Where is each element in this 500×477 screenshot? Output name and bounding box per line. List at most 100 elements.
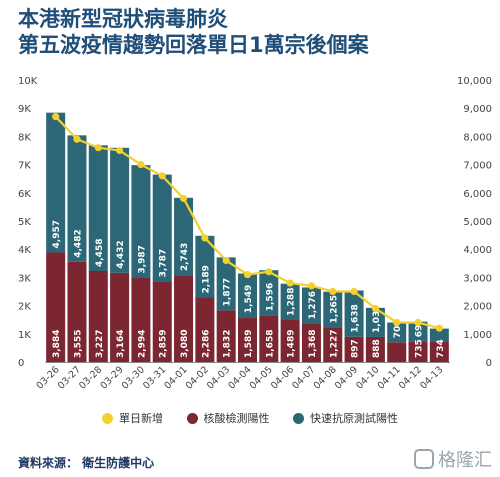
point-daily <box>116 146 124 155</box>
y-right-tick-label: 8,000 <box>463 132 492 143</box>
y-right-tick-label: 0 <box>486 358 492 369</box>
y-right-tick-label: 2,000 <box>463 302 492 313</box>
data-label-pcr: 3,080 <box>180 330 190 358</box>
y-right-tick-label: 10,000 <box>457 76 492 87</box>
y-right-tick-label: 3,000 <box>463 273 492 284</box>
title-line-1: 本港新型冠狀病毒肺炎 <box>18 7 228 31</box>
bar-rat <box>110 147 130 273</box>
data-label-pcr: 897 <box>351 339 361 358</box>
bar-pcr <box>238 317 257 362</box>
legend-swatch-rat <box>293 413 304 424</box>
watermark-text: 格隆汇 <box>438 450 492 471</box>
bar-rat <box>365 307 385 337</box>
x-tick-label: 04-07 <box>290 364 317 391</box>
legend-label-daily: 單日新增 <box>119 412 163 425</box>
bar-pcr <box>195 297 215 362</box>
data-label-pcr: 1,227 <box>329 330 339 358</box>
data-label-pcr: 3,227 <box>95 330 105 358</box>
x-tick-label: 03-26 <box>34 364 61 391</box>
x-tick-label: 03-30 <box>120 364 147 391</box>
bar-pcr <box>216 310 236 362</box>
bar-rat <box>131 165 151 278</box>
y-right-tick-label: 4,000 <box>463 245 492 256</box>
bar-rat <box>238 273 257 318</box>
x-tick-label: 03-31 <box>141 364 168 391</box>
y-right-tick-label: 6,000 <box>463 189 492 200</box>
data-label-pcr: 734 <box>436 339 446 358</box>
y-right-tick-label: 7,000 <box>463 161 492 172</box>
x-tick-label: 04-09 <box>333 364 360 391</box>
y-left-tick-label: 1K <box>18 330 31 341</box>
y-left-tick-label: 0 <box>18 358 24 369</box>
bar-pcr <box>344 336 364 362</box>
watermark: 格隆汇 <box>414 446 492 472</box>
x-tick-label: 04-04 <box>226 364 253 391</box>
point-daily <box>222 256 230 265</box>
bar-rat <box>67 135 87 262</box>
point-daily <box>307 282 316 290</box>
x-tick-label: 04-06 <box>269 364 296 391</box>
y-left-tick-label: 10K <box>18 76 38 87</box>
legend-label-rat: 快速抗原測試陽性 <box>310 412 398 425</box>
point-daily <box>137 161 145 169</box>
data-label-pcr: 1,658 <box>265 330 275 358</box>
bar-pcr <box>301 323 321 362</box>
bar-rat <box>408 321 428 342</box>
chart-legend: 單日新增 核酸檢測陽性 快速抗原測試陽性 <box>0 410 500 426</box>
data-label-pcr: 2,286 <box>201 330 211 358</box>
data-label-rat: 69 <box>415 325 425 338</box>
bar-rat <box>174 197 194 276</box>
data-label-rat: 1,549 <box>244 285 254 313</box>
data-label-pcr: 888 <box>372 339 382 358</box>
legend-label-pcr: 核酸檢測陽性 <box>203 412 270 425</box>
point-daily <box>243 270 252 279</box>
data-label-rat: 1,877 <box>223 278 233 306</box>
data-label-pcr: 2,994 <box>137 330 147 358</box>
source-note: 資料來源： 衛生防護中心 <box>18 456 155 470</box>
legend-swatch-daily <box>102 413 113 424</box>
data-label-rat: 4,458 <box>95 239 105 267</box>
data-label-pcr: 735 <box>415 339 425 358</box>
bar-pcr <box>387 342 407 362</box>
data-label-rat: 1,638 <box>351 304 361 332</box>
x-tick-label: 04-11 <box>376 364 403 391</box>
x-tick-label: 04-12 <box>397 364 424 391</box>
bar-pcr <box>365 336 385 362</box>
x-tick-label: 04-02 <box>184 364 211 391</box>
point-daily <box>286 279 294 287</box>
data-label-pcr: 1,368 <box>308 330 318 358</box>
x-tick-label: 04-01 <box>162 364 189 391</box>
data-label-rat: 3,987 <box>137 245 147 273</box>
bar-pcr <box>67 261 87 362</box>
data-label-rat: 1,265 <box>329 295 339 323</box>
data-label-pcr: 1,489 <box>287 330 297 358</box>
y-left-tick-label: 2K <box>18 302 31 313</box>
data-label-pcr: 3,164 <box>116 330 126 358</box>
y-left-tick-label: 8K <box>18 132 31 143</box>
bar-pcr <box>174 275 194 362</box>
x-tick-label: 03-28 <box>77 364 104 391</box>
point-daily <box>94 144 102 152</box>
bar-pcr <box>110 272 130 362</box>
data-label-rat: 1,033 <box>372 304 382 332</box>
bar-rat <box>429 328 449 342</box>
bar-pcr <box>429 341 449 362</box>
legend-swatch-pcr <box>186 413 198 424</box>
x-tick-label: 04-10 <box>354 364 381 391</box>
stacked-bar-line-chart: 0 1K 2K 3K 4K 5K 6K 7K 8K 9K 10K 0 1,000 2,000 3,000 4,… <box>18 76 492 392</box>
legend-item-daily: 單日新增 <box>102 410 163 426</box>
chart-title: 本港新型冠狀病毒肺炎 第五波疫情趨勢回落單日1萬宗後個案 <box>18 6 488 58</box>
y-left-tick-label: 3K <box>18 273 31 284</box>
bar-pcr <box>152 281 172 362</box>
y-left-tick-label: 6K <box>18 189 31 200</box>
watermark-logo-icon <box>414 449 434 469</box>
x-tick-label: 04-08 <box>312 364 339 391</box>
y-left-tick-label: 4K <box>18 245 31 256</box>
x-tick-label: 03-29 <box>98 364 125 391</box>
data-label-pcr: 2,859 <box>159 330 169 358</box>
x-tick-label: 04-05 <box>248 364 275 391</box>
point-daily <box>329 287 337 296</box>
bar-pcr <box>131 277 151 362</box>
y-left-tick-label: 9K <box>18 104 31 115</box>
point-daily <box>371 304 379 313</box>
